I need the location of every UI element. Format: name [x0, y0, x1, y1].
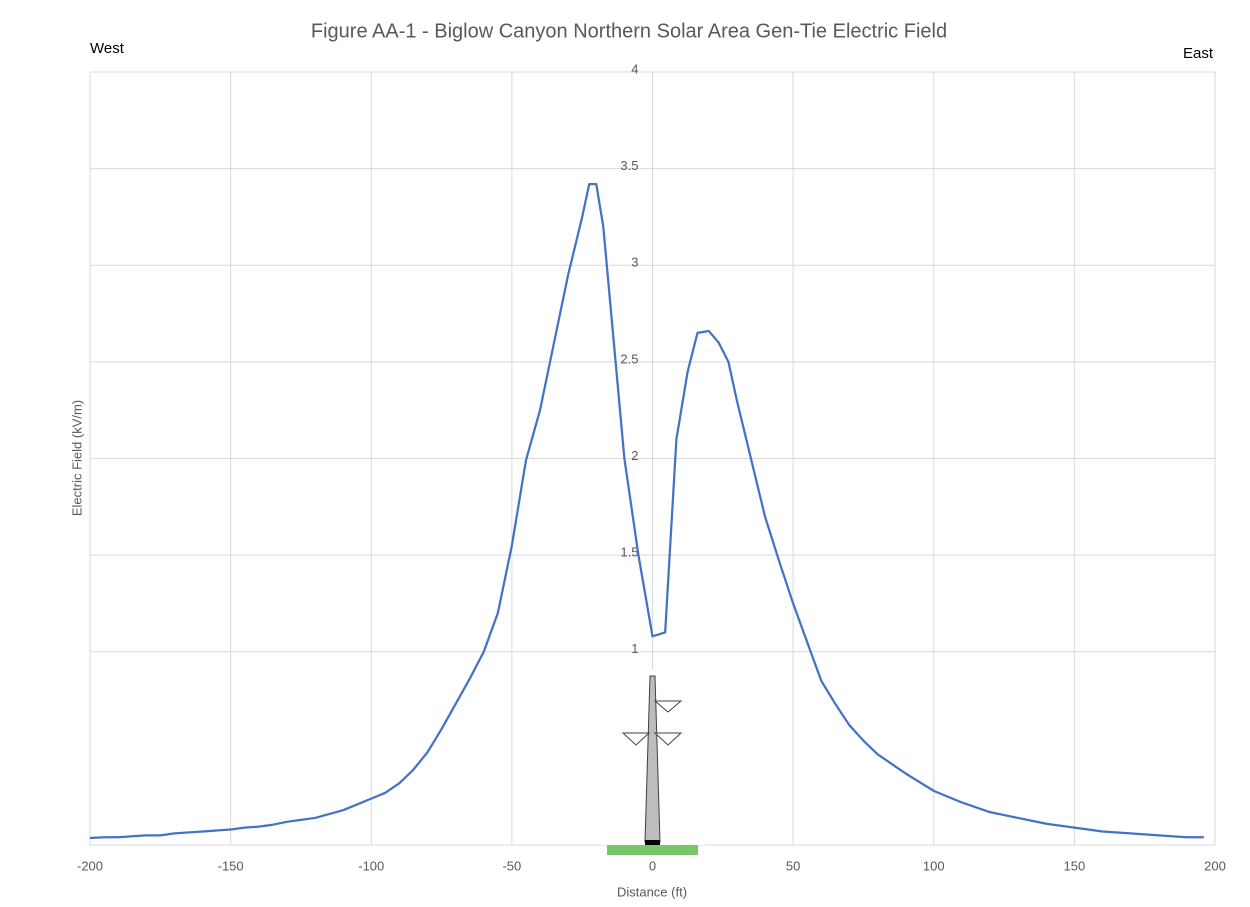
- x-axis-label: Distance (ft): [617, 884, 687, 899]
- y-tick-label: 1: [631, 641, 638, 656]
- conductor: [653, 700, 683, 713]
- east-label: East: [1183, 45, 1214, 62]
- west-label: West: [90, 40, 125, 57]
- x-tick-label: 100: [923, 858, 945, 873]
- conductor: [621, 732, 651, 746]
- x-tick-label: 50: [786, 858, 800, 873]
- x-tick-label: -200: [77, 858, 103, 873]
- chart-title: Figure AA-1 - Biglow Canyon Northern Sol…: [311, 20, 947, 42]
- data-line: [89, 182, 1204, 840]
- y-tick-label: 2: [631, 448, 638, 463]
- tower-base: [645, 840, 660, 845]
- ground: [607, 845, 698, 855]
- x-tick-label: -150: [218, 858, 244, 873]
- plot-area: 1 1.5 2 2.5 3 3.5 4 -200 -150 -100 -50 0 50 100 150 200: [77, 61, 1226, 873]
- x-tick-label: 150: [1064, 858, 1086, 873]
- tower-illustration: [600, 670, 706, 855]
- y-tick-label: 4: [631, 61, 638, 76]
- y-tick-label: 1.5: [620, 545, 638, 560]
- x-tick-label: -50: [502, 858, 521, 873]
- x-tick-label: -100: [358, 858, 384, 873]
- conductor: [653, 732, 683, 746]
- y-tick-label: 3.5: [620, 158, 638, 173]
- y-tick-label: 2.5: [620, 351, 638, 366]
- x-tick-label: 0: [649, 858, 656, 873]
- x-tick-label: 200: [1204, 858, 1226, 873]
- y-axis-label: Electric Field (kV/m): [69, 400, 84, 516]
- y-tick-label: 3: [631, 255, 638, 270]
